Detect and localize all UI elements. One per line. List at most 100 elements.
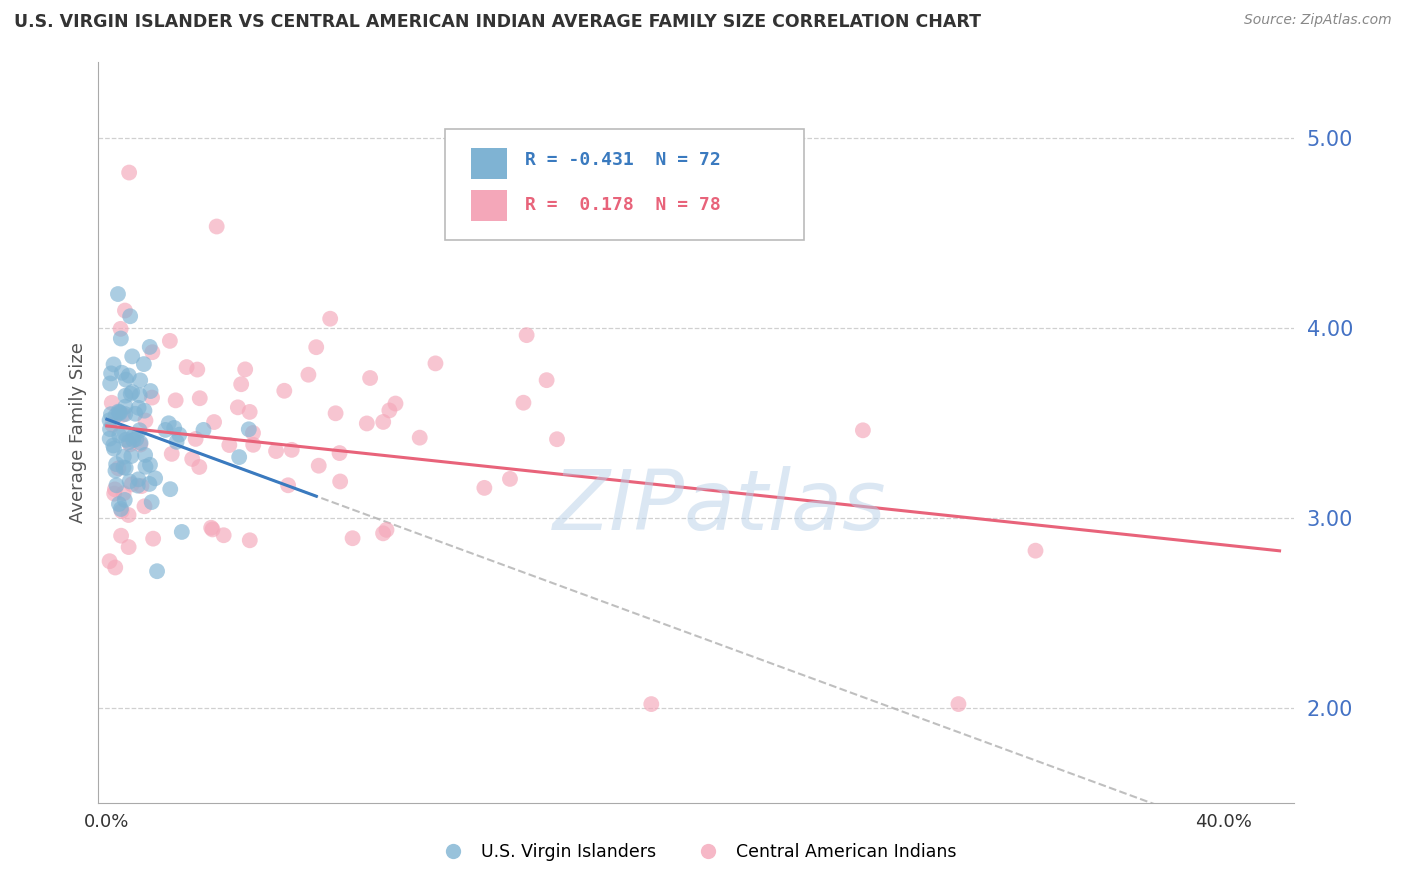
Point <box>129 435 152 450</box>
Point <box>98 432 121 446</box>
Legend: U.S. Virgin Islanders, Central American Indians: U.S. Virgin Islanders, Central American … <box>429 837 963 868</box>
Point <box>134 403 156 417</box>
Point <box>640 697 662 711</box>
Point <box>127 478 149 492</box>
Point <box>118 475 141 489</box>
Point <box>107 404 129 418</box>
Point <box>104 483 127 497</box>
Point <box>120 310 142 324</box>
Point <box>218 438 240 452</box>
Point <box>111 408 134 422</box>
Point <box>105 478 128 492</box>
Point <box>118 435 141 450</box>
Point <box>176 360 198 375</box>
Point <box>98 422 121 436</box>
Point <box>122 429 145 443</box>
Point <box>115 373 138 387</box>
Point <box>100 367 122 381</box>
Point <box>103 358 125 372</box>
Text: Source: ZipAtlas.com: Source: ZipAtlas.com <box>1244 13 1392 28</box>
Point <box>141 391 163 405</box>
Point <box>121 350 143 364</box>
Point <box>280 442 302 457</box>
Point <box>425 356 447 370</box>
Point <box>141 345 163 359</box>
Point <box>139 458 162 472</box>
Point <box>166 434 188 449</box>
Point <box>186 362 208 376</box>
Point <box>297 368 319 382</box>
Point <box>129 437 152 451</box>
Point <box>112 450 135 464</box>
Point <box>319 311 342 326</box>
Point <box>159 482 181 496</box>
Point <box>110 322 132 336</box>
Point <box>356 417 378 431</box>
Point <box>546 432 568 446</box>
Point <box>375 523 398 537</box>
Point <box>110 502 132 516</box>
Point <box>107 461 129 475</box>
Point <box>155 423 177 437</box>
Point <box>122 433 145 447</box>
Point <box>112 486 135 500</box>
Text: ZIPatlas: ZIPatlas <box>553 467 887 547</box>
Point <box>128 423 150 437</box>
Point <box>193 423 215 437</box>
Point <box>409 431 432 445</box>
Point <box>239 533 262 548</box>
Point <box>110 529 132 543</box>
Point <box>1024 543 1046 558</box>
Point <box>242 438 264 452</box>
Point <box>226 401 249 415</box>
Point <box>111 504 134 518</box>
Point <box>103 438 125 452</box>
Point <box>181 452 204 467</box>
Point <box>117 540 139 554</box>
Point <box>159 334 181 348</box>
Point <box>138 477 160 491</box>
Point <box>200 521 222 535</box>
Point <box>228 450 250 464</box>
Point <box>134 413 156 427</box>
Point <box>239 405 262 419</box>
Point <box>117 508 139 522</box>
Point <box>165 393 187 408</box>
Point <box>205 219 228 234</box>
Point <box>852 423 875 437</box>
Point <box>359 371 381 385</box>
Point <box>125 432 148 446</box>
Point <box>104 560 127 574</box>
Point <box>101 396 124 410</box>
Point <box>202 415 225 429</box>
Point <box>305 340 328 354</box>
Point <box>114 400 136 414</box>
Point <box>98 413 121 427</box>
Point <box>143 471 166 485</box>
Point <box>139 340 162 354</box>
Point <box>127 472 149 486</box>
Point <box>120 449 142 463</box>
Point <box>107 287 129 301</box>
Point <box>948 697 970 711</box>
Point <box>131 479 153 493</box>
Point <box>118 165 141 179</box>
Point <box>121 477 143 491</box>
Point <box>114 389 136 403</box>
Point <box>188 460 211 475</box>
Point <box>157 417 180 431</box>
Point <box>384 396 406 410</box>
Point <box>233 362 256 376</box>
Point <box>201 523 224 537</box>
Point <box>134 500 156 514</box>
Point <box>328 446 350 460</box>
Point <box>114 407 136 421</box>
Y-axis label: Average Family Size: Average Family Size <box>69 343 87 523</box>
Point <box>120 386 142 401</box>
Point <box>98 376 121 391</box>
Point <box>111 366 134 380</box>
Point <box>114 426 136 441</box>
Point <box>536 373 558 387</box>
Point <box>124 407 146 421</box>
Text: R = -0.431  N = 72: R = -0.431 N = 72 <box>524 151 721 169</box>
